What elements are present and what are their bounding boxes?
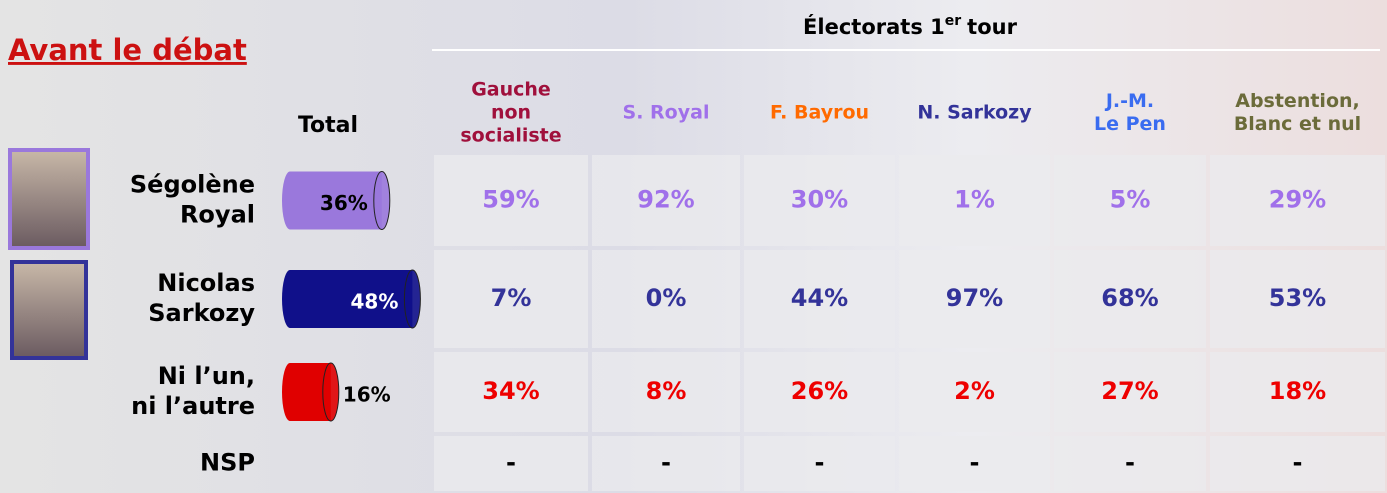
cell-value: 1% bbox=[954, 186, 995, 214]
cylinder-cap bbox=[322, 362, 340, 422]
column-header: Le Pen bbox=[1094, 113, 1166, 135]
cell bbox=[592, 352, 740, 432]
cell bbox=[899, 250, 1050, 348]
title: Avant le débat bbox=[8, 33, 247, 67]
column-header: Gauche bbox=[471, 79, 551, 101]
cell bbox=[744, 352, 895, 432]
cell bbox=[1054, 436, 1206, 491]
cylinder-cap bbox=[373, 171, 391, 230]
cell bbox=[434, 250, 588, 348]
cell-value: 18% bbox=[1269, 377, 1326, 405]
row-label: Ni l’un, bbox=[158, 362, 255, 390]
total-label: 48% bbox=[351, 290, 399, 314]
cylinder-cap bbox=[403, 269, 421, 329]
cell-value: 7% bbox=[491, 284, 532, 312]
cell bbox=[592, 436, 740, 491]
cell-value: - bbox=[661, 449, 671, 477]
total-header: Total bbox=[298, 113, 358, 138]
cell bbox=[434, 352, 588, 432]
row-label: Royal bbox=[180, 201, 255, 229]
cell bbox=[1054, 352, 1206, 432]
cell-value: 59% bbox=[482, 186, 539, 214]
column-header: N. Sarkozy bbox=[917, 102, 1032, 124]
cell-value: 27% bbox=[1101, 377, 1158, 405]
heading: Électorats 1er tour bbox=[803, 13, 1018, 39]
cell-value: 0% bbox=[646, 284, 687, 312]
photo-royal bbox=[8, 148, 90, 250]
cell-value: 44% bbox=[791, 284, 848, 312]
total-label: 16% bbox=[343, 383, 391, 407]
cell bbox=[1210, 250, 1385, 348]
cell bbox=[899, 155, 1050, 246]
cell-value: - bbox=[1125, 449, 1135, 477]
cell-value: 97% bbox=[946, 284, 1003, 312]
cell-value: - bbox=[970, 449, 980, 477]
cell-value: - bbox=[1293, 449, 1303, 477]
heading-text: Électorats 1 bbox=[803, 14, 945, 39]
cell-value: 92% bbox=[637, 186, 694, 214]
heading-sup: er bbox=[945, 13, 961, 29]
cell-value: 34% bbox=[482, 377, 539, 405]
row-label: NSP bbox=[200, 449, 255, 477]
column-header: socialiste bbox=[460, 125, 561, 147]
total-bar bbox=[290, 171, 382, 230]
column-header: S. Royal bbox=[623, 102, 710, 124]
cell bbox=[434, 155, 588, 246]
cell bbox=[592, 250, 740, 348]
heading-rest: tour bbox=[967, 15, 1017, 39]
row-label: Ségolène bbox=[130, 171, 255, 199]
total-label: 36% bbox=[320, 191, 368, 215]
cell-value: 29% bbox=[1269, 186, 1326, 214]
column-header: Abstention, bbox=[1235, 90, 1360, 112]
row-label: ni l’autre bbox=[131, 392, 255, 420]
cell-value: 53% bbox=[1269, 284, 1326, 312]
cell bbox=[744, 436, 895, 491]
cell-value: 8% bbox=[646, 377, 687, 405]
cell bbox=[1054, 250, 1206, 348]
cell-value: - bbox=[815, 449, 825, 477]
row-label: Nicolas bbox=[157, 269, 255, 297]
cell bbox=[899, 436, 1050, 491]
cell bbox=[744, 250, 895, 348]
cell bbox=[1210, 352, 1385, 432]
column-header: F. Bayrou bbox=[770, 102, 869, 124]
cell bbox=[744, 155, 895, 246]
photo-sarkozy bbox=[10, 260, 88, 360]
cell-value: - bbox=[506, 449, 516, 477]
cell-value: 2% bbox=[954, 377, 995, 405]
total-bar bbox=[290, 270, 413, 328]
cell bbox=[1054, 155, 1206, 246]
cell bbox=[434, 436, 588, 491]
cell-value: 5% bbox=[1110, 186, 1151, 214]
cell bbox=[1210, 155, 1385, 246]
cell bbox=[592, 155, 740, 246]
column-header: Blanc et nul bbox=[1234, 113, 1361, 135]
cell-value: 26% bbox=[791, 377, 848, 405]
cell-value: 30% bbox=[791, 186, 848, 214]
row-label: Sarkozy bbox=[148, 299, 255, 327]
cell-value: 68% bbox=[1101, 284, 1158, 312]
column-header: non bbox=[491, 102, 531, 124]
column-header: J.-M. bbox=[1104, 90, 1154, 112]
cell bbox=[1210, 436, 1385, 491]
cell bbox=[899, 352, 1050, 432]
